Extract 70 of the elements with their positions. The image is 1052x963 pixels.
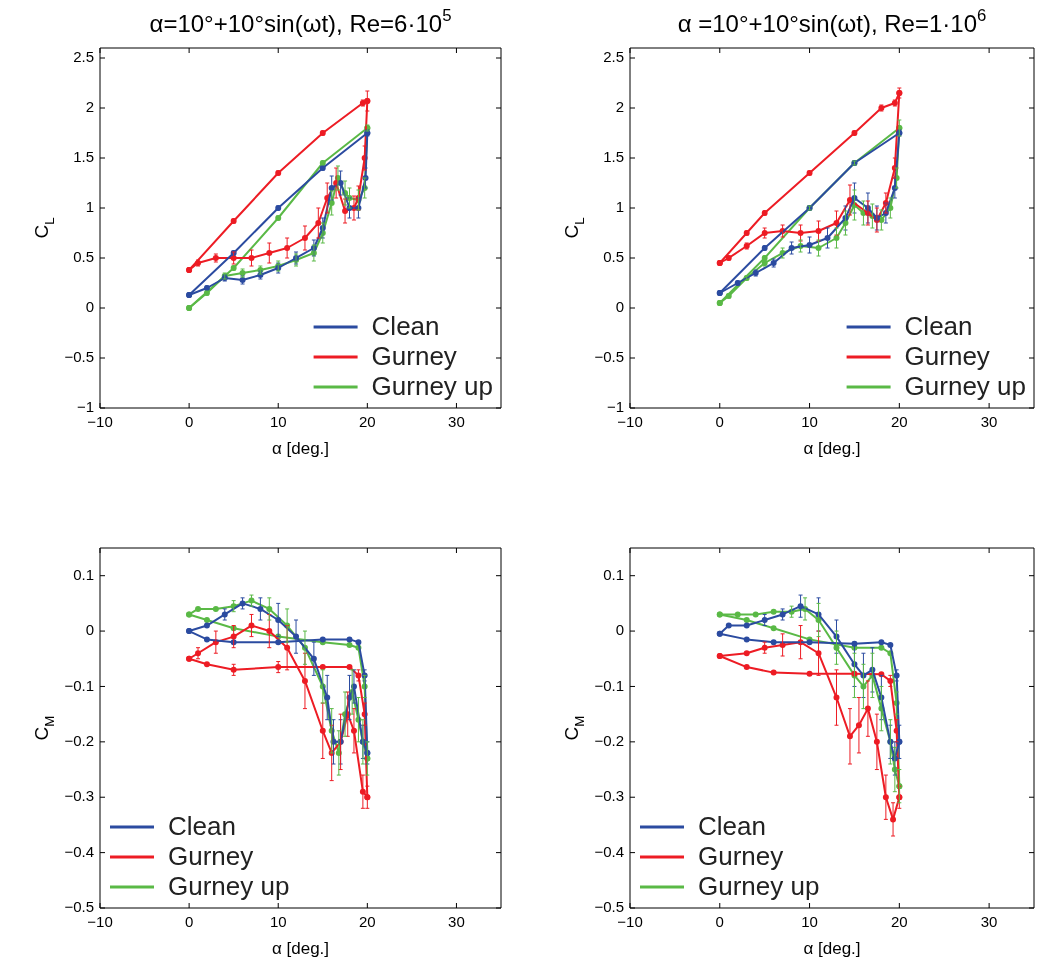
y-tick-label: 0 xyxy=(85,298,94,316)
x-tick-label: −10 xyxy=(617,413,643,431)
y-tick-label: 2.5 xyxy=(73,48,94,66)
legend-label: Clean xyxy=(371,311,440,342)
x-tick-label: 0 xyxy=(184,413,194,431)
x-tick-label: 20 xyxy=(890,913,908,931)
y-tick-label: −1 xyxy=(76,398,94,416)
x-tick-label: 0 xyxy=(184,913,194,931)
legend-label: Gurney xyxy=(168,841,254,872)
legend-label: Clean xyxy=(904,311,973,342)
legend-label: Gurney up xyxy=(371,371,493,402)
legend-label: Gurney up xyxy=(168,871,290,902)
x-tick-label: 30 xyxy=(448,913,465,931)
y-tick-label: 2.5 xyxy=(603,48,624,66)
x-tick-label: 30 xyxy=(980,413,998,431)
legend-label: Clean xyxy=(168,811,236,842)
y-tick-label: 0.1 xyxy=(603,565,624,583)
y-tick-label: 0.1 xyxy=(73,565,94,583)
y-tick-label: −0.4 xyxy=(594,842,624,860)
y-tick-label: −0.4 xyxy=(64,842,94,860)
y-tick-label: 1.5 xyxy=(73,148,94,166)
x-tick-label: −10 xyxy=(617,913,643,931)
y-tick-label: 1.5 xyxy=(603,148,624,166)
y-tick-label: −0.5 xyxy=(594,348,624,366)
legend-label: Clean xyxy=(698,811,766,842)
legend-label: Gurney up xyxy=(698,871,820,902)
y-tick-label: −1 xyxy=(606,398,624,416)
y-tick-label: −0.3 xyxy=(64,787,94,805)
x-tick-label: 10 xyxy=(269,913,287,931)
y-tick-label: 1 xyxy=(85,198,94,216)
y-tick-label: −0.5 xyxy=(64,348,94,366)
x-tick-label: 10 xyxy=(801,413,818,431)
x-tick-label: 0 xyxy=(715,413,724,431)
x-tick-label: 20 xyxy=(358,413,376,431)
y-tick-label: 0.5 xyxy=(73,248,94,266)
y-tick-label: −0.3 xyxy=(594,787,624,805)
y-tick-label: 2 xyxy=(85,98,94,116)
y-tick-label: −0.2 xyxy=(64,731,94,749)
x-tick-label: 10 xyxy=(269,413,287,431)
x-tick-label: 20 xyxy=(358,913,376,931)
x-axis-title: α [deg.] xyxy=(803,439,861,458)
legend-label: Gurney up xyxy=(904,371,1026,402)
y-tick-label: 1 xyxy=(615,198,624,216)
x-tick-label: 20 xyxy=(890,413,908,431)
legend-label: Gurney xyxy=(371,341,457,372)
y-axis-title: CL xyxy=(31,217,57,239)
x-axis-title: α [deg.] xyxy=(803,939,861,958)
y-tick-label: 0 xyxy=(85,621,94,639)
y-tick-label: 2 xyxy=(615,98,624,116)
y-axis-title: CM xyxy=(561,715,587,741)
x-tick-label: 30 xyxy=(980,913,998,931)
x-axis-title: α [deg.] xyxy=(271,439,330,458)
y-tick-label: 0 xyxy=(615,621,624,639)
x-tick-label: 30 xyxy=(448,413,465,431)
x-axis-title: α [deg.] xyxy=(271,939,330,958)
y-tick-label: −0.2 xyxy=(594,731,624,749)
x-tick-label: 10 xyxy=(801,913,818,931)
legend-label: Gurney xyxy=(904,341,990,372)
x-tick-label: −10 xyxy=(87,913,113,931)
y-tick-label: −0.5 xyxy=(64,898,94,916)
legend-label: Gurney xyxy=(698,841,784,872)
x-tick-label: −10 xyxy=(87,413,113,431)
y-tick-label: −0.1 xyxy=(64,676,94,694)
y-tick-label: −0.5 xyxy=(594,898,624,916)
y-axis-title: CL xyxy=(561,217,587,239)
y-axis-title: CM xyxy=(31,715,57,741)
y-tick-label: 0 xyxy=(615,298,624,316)
y-tick-label: −0.1 xyxy=(594,676,624,694)
x-tick-label: 0 xyxy=(715,913,724,931)
y-tick-label: 0.5 xyxy=(603,248,624,266)
